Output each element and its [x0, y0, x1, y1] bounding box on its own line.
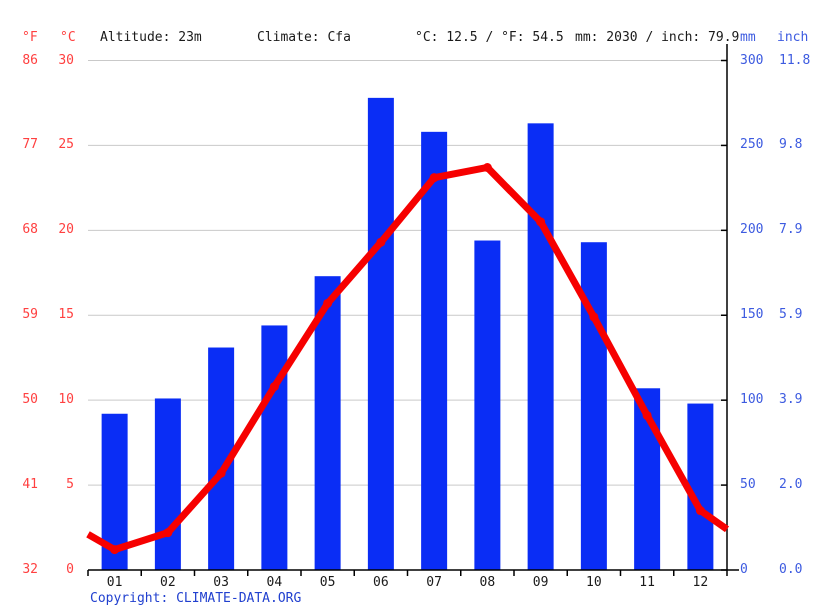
temperature-point-08 — [482, 162, 492, 172]
inch-axis-tick-11.8: 11.8 — [779, 52, 811, 68]
mm-axis-tick-250: 250 — [740, 137, 764, 153]
month-label-03: 03 — [213, 575, 229, 590]
f-axis-tick-68: 68 — [22, 222, 38, 238]
c-axis-tick-30: 30 — [58, 52, 74, 68]
f-axis-tick-41: 41 — [22, 477, 38, 493]
precip-bar-02 — [154, 398, 181, 570]
mm-axis-tick-150: 150 — [740, 307, 764, 323]
month-label-01: 01 — [106, 575, 123, 590]
temperature-point-12 — [695, 506, 705, 516]
temperature-point-04 — [269, 382, 279, 392]
temperature-point-02 — [163, 528, 173, 538]
c-axis-tick-10: 10 — [58, 392, 74, 408]
c-axis-tick-0: 0 — [66, 562, 74, 577]
altitude-label: Altitude: 23m — [100, 30, 202, 45]
precip-bar-07 — [421, 131, 448, 570]
mm-axis-tick-0: 0 — [740, 562, 748, 577]
inch-axis-tick-3.9: 3.9 — [779, 392, 803, 408]
precip-bar-04 — [261, 325, 288, 570]
c-axis-tick-15: 15 — [58, 307, 74, 323]
month-label-11: 11 — [639, 575, 655, 590]
temperature-point-03 — [216, 468, 226, 478]
precip-bar-09 — [527, 123, 554, 571]
c-axis-tick-25: 25 — [58, 137, 74, 153]
temperature-point-07 — [429, 173, 439, 183]
c-axis-unit-label: °C — [60, 30, 76, 45]
temperature-point-11 — [642, 410, 652, 420]
c-axis-tick-5: 5 — [66, 477, 74, 493]
f-axis-tick-86: 86 — [22, 52, 38, 68]
mean-temp-label: °C: 12.5 / °F: 54.5 — [415, 30, 564, 45]
f-axis-tick-32: 32 — [22, 562, 38, 577]
copyright-link[interactable]: Copyright: CLIMATE-DATA.ORG — [90, 591, 302, 606]
month-label-05: 05 — [319, 575, 336, 590]
month-label-09: 09 — [532, 575, 549, 590]
f-axis-tick-59: 59 — [22, 307, 38, 323]
temperature-line — [86, 163, 730, 554]
temperature-point-06 — [376, 237, 386, 247]
climate-class-label: Climate: Cfa — [257, 30, 351, 45]
inch-axis-unit-label: inch — [777, 30, 809, 45]
precip-bar-10 — [580, 242, 607, 570]
precip-bar-06 — [367, 97, 394, 570]
temperature-point-01 — [110, 545, 120, 555]
month-label-06: 06 — [373, 575, 389, 590]
mm-axis-tick-200: 200 — [740, 222, 764, 238]
month-label-02: 02 — [160, 575, 176, 590]
inch-axis-tick-0.0: 0.0 — [779, 562, 803, 577]
inch-axis-tick-7.9: 7.9 — [779, 222, 803, 238]
f-axis-tick-77: 77 — [22, 137, 38, 153]
f-axis-unit-label: °F — [22, 30, 38, 45]
inch-axis-tick-5.9: 5.9 — [779, 307, 803, 323]
precip-bar-08 — [474, 240, 501, 571]
mm-axis-unit-label: mm — [740, 30, 756, 45]
month-label-10: 10 — [586, 575, 602, 590]
temperature-point-05 — [323, 298, 333, 308]
inch-axis-tick-2.0: 2.0 — [779, 477, 803, 493]
inch-axis-tick-9.8: 9.8 — [779, 137, 803, 153]
mm-axis-tick-50: 50 — [740, 477, 756, 493]
f-axis-tick-50: 50 — [22, 392, 38, 408]
c-axis-tick-20: 20 — [58, 222, 74, 238]
month-label-07: 07 — [426, 575, 442, 590]
mm-axis-tick-300: 300 — [740, 52, 764, 68]
temperature-point-10 — [589, 312, 599, 322]
temperature-point-09 — [536, 217, 546, 227]
annual-precip-label: mm: 2030 / inch: 79.9 — [575, 30, 740, 45]
month-label-08: 08 — [479, 575, 496, 590]
month-label-04: 04 — [266, 575, 283, 590]
precip-bar-12 — [687, 403, 714, 570]
precip-bar-05 — [314, 276, 341, 570]
month-label-12: 12 — [692, 575, 709, 590]
mm-axis-tick-100: 100 — [740, 392, 764, 408]
